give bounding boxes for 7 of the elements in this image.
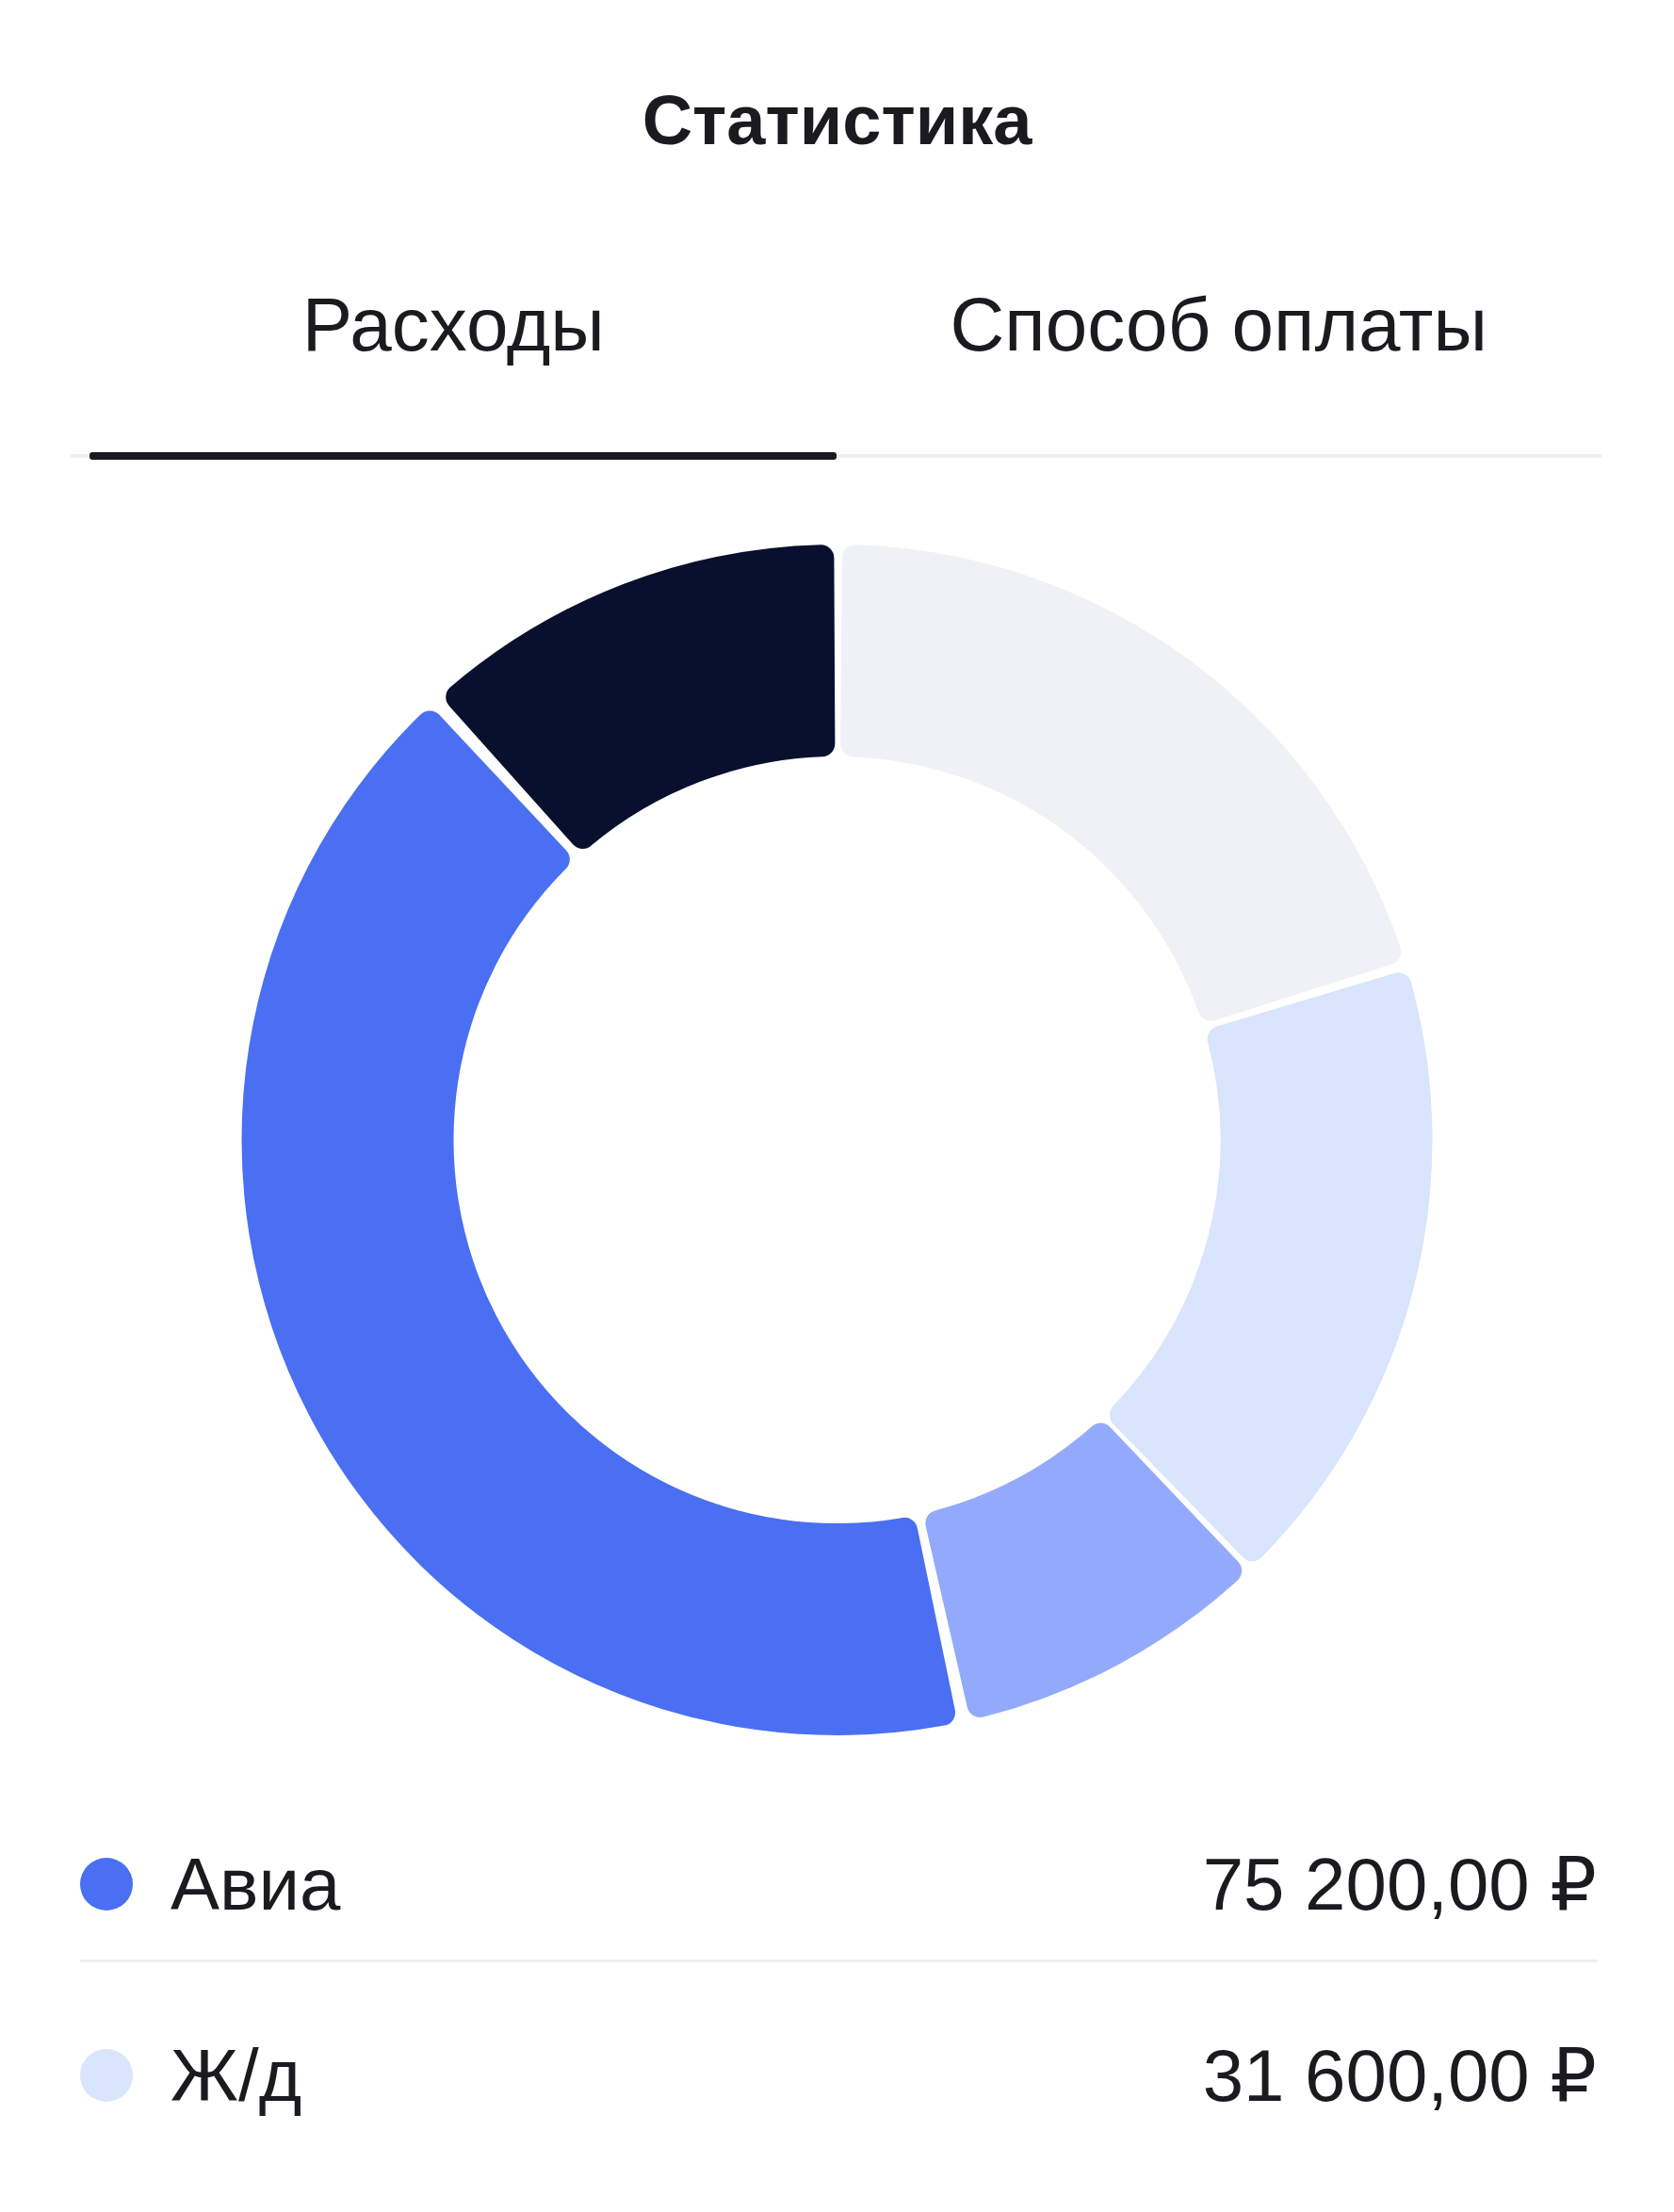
- chart-title: Статистика: [641, 80, 1033, 160]
- legend-label: Ж/д: [171, 2032, 303, 2119]
- text: Способ оплаты: [949, 282, 1488, 368]
- legend-label: Авиа: [171, 1841, 342, 1927]
- text: Расходы: [71, 273, 837, 454]
- data-label: 31 600,00 ₽: [1202, 2032, 1597, 2119]
- data-label: 75 200,00 ₽: [1202, 1841, 1597, 1927]
